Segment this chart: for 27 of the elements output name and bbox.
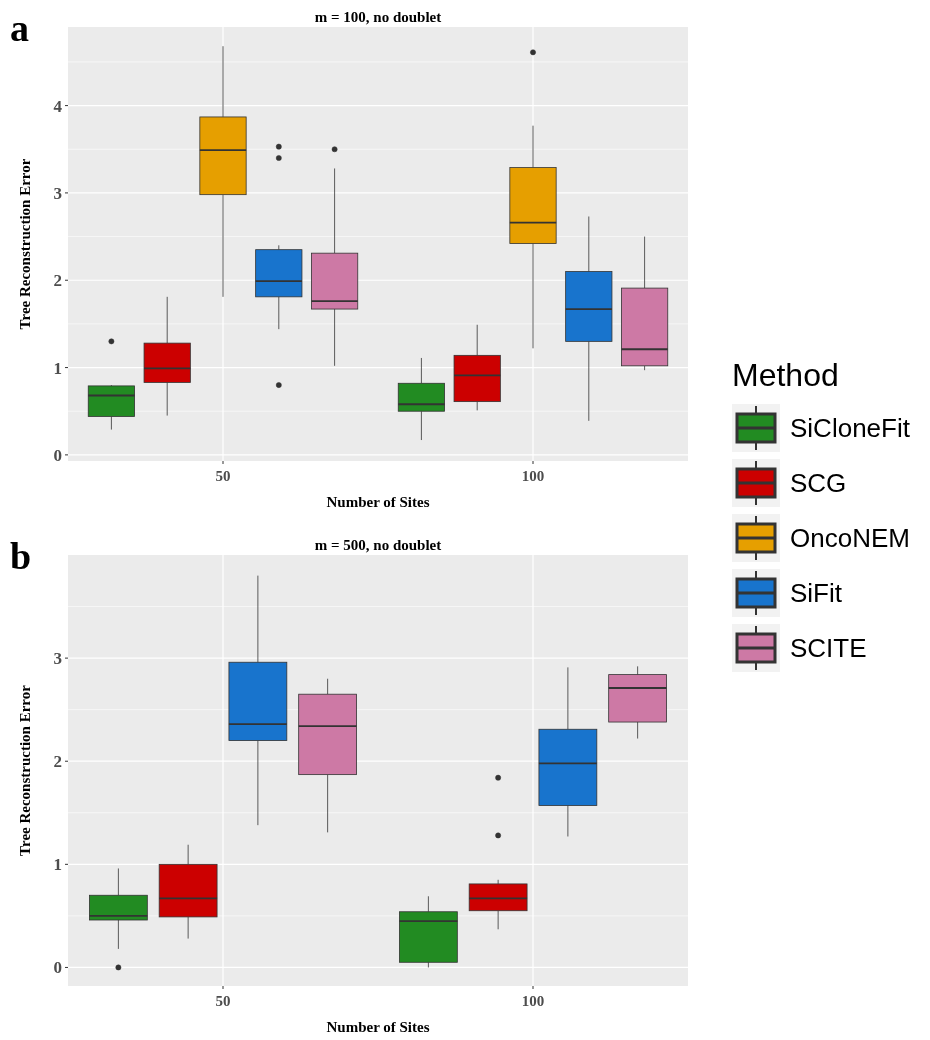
x-axis-title: Number of Sites — [326, 1019, 430, 1035]
x-tick-label: 100 — [521, 468, 545, 484]
x-tick-label: 50 — [215, 993, 231, 1009]
chart-title: m = 500, no doublet — [314, 537, 442, 553]
y-tick-label: 2 — [53, 752, 62, 772]
y-axis-title: Tree Reconstruction Error — [17, 158, 33, 330]
y-tick-label: 0 — [53, 445, 62, 465]
y-axis-title: Tree Reconstruction Error — [17, 684, 33, 856]
y-tick-label: 1 — [53, 358, 62, 378]
text: b — [10, 535, 32, 577]
legend-label: SCG — [790, 468, 847, 499]
x-axis-title: Number of Sites — [326, 494, 430, 510]
text: a — [10, 7, 29, 49]
legend-label: SiCloneFit — [790, 413, 911, 444]
chart-title: m = 100, no doublet — [314, 9, 442, 25]
legend-label: OncoNEM — [790, 523, 910, 554]
y-tick-label: 2 — [53, 271, 62, 291]
legend-label: SCITE — [790, 633, 867, 664]
x-tick-label: 100 — [521, 993, 545, 1009]
legend-label: SiFit — [790, 578, 843, 609]
legend-title: Method — [732, 357, 839, 393]
y-tick-label: 3 — [53, 183, 62, 203]
y-tick-label: 3 — [53, 649, 62, 669]
y-tick-label: 4 — [53, 96, 63, 116]
x-tick-label: 50 — [215, 468, 231, 484]
y-tick-label: 0 — [53, 958, 62, 978]
y-tick-label: 1 — [53, 855, 62, 875]
